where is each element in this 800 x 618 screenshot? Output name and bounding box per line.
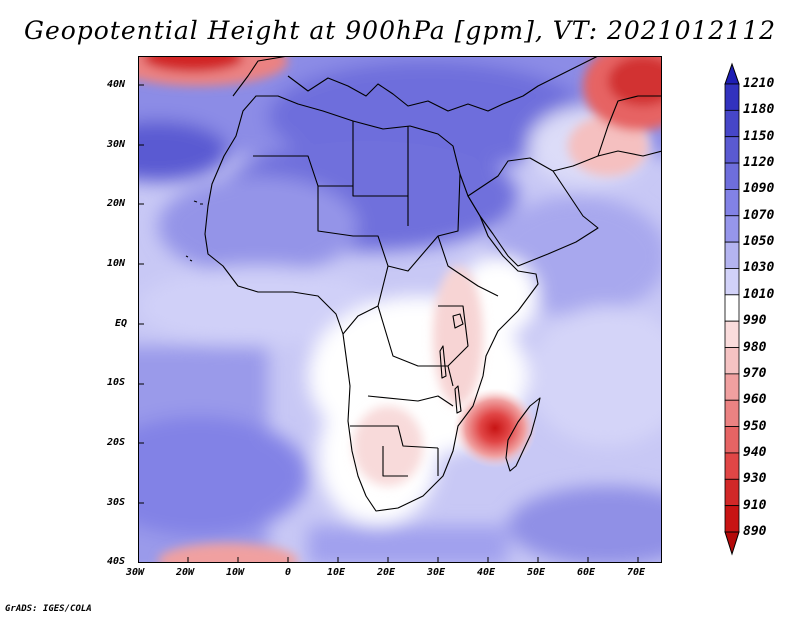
colorbar-box <box>724 399 740 427</box>
lon-label: 40E <box>477 567 496 578</box>
lon-label: 30W <box>126 567 145 578</box>
colorbar-level-label: 1180 <box>743 102 775 118</box>
colorbar-box <box>724 109 740 138</box>
map-panel[interactable] <box>138 56 662 563</box>
map-svg <box>138 56 662 563</box>
colorbar-box <box>724 294 740 322</box>
lat-label: 10S <box>107 377 126 388</box>
colorbar-box <box>724 162 740 190</box>
colorbar-level-label: 1030 <box>743 260 775 276</box>
colorbar-level-label: 1090 <box>743 181 775 197</box>
colorbar-box <box>724 136 740 164</box>
colorbar-level-label: 1050 <box>743 234 775 250</box>
colorbar-level-label: 1010 <box>743 286 775 302</box>
colorbar-level-label: 940 <box>743 444 767 460</box>
colorbar-boxes <box>724 62 740 556</box>
colorbar-level-label: 1210 <box>743 76 775 91</box>
page-title: Geopotential Height at 900hPa [gpm], VT:… <box>23 16 777 45</box>
colorbar-box <box>724 373 740 401</box>
colorbar-box <box>724 505 740 533</box>
colorbar-box <box>724 452 740 480</box>
colorbar-level-label: 1070 <box>743 207 775 223</box>
colorbar-box <box>724 426 740 454</box>
lat-label: 30N <box>107 139 126 150</box>
grads-credit: GrADS: IGES/COLA <box>5 604 92 614</box>
colorbar-box <box>724 347 740 375</box>
lat-label: 40S <box>107 556 126 567</box>
colorbar-level-label: 1150 <box>743 128 775 144</box>
coastlines <box>185 56 662 512</box>
colorbar-box <box>724 320 740 348</box>
lon-label: 70E <box>627 567 646 578</box>
colorbar-level-label: 970 <box>743 365 767 381</box>
colorbar-box <box>724 241 740 269</box>
colorbar <box>724 62 740 556</box>
colorbar-level-label: 960 <box>743 392 767 408</box>
lat-label: 10N <box>107 258 126 269</box>
lat-label: 30S <box>107 497 126 508</box>
colorbar-level-label: 980 <box>743 339 767 355</box>
colorbar-bottom-triangle <box>724 531 740 556</box>
colorbar-level-label: 930 <box>743 471 767 487</box>
lon-label: 10E <box>327 567 346 578</box>
colorbar-level-label: 890 <box>743 524 767 539</box>
lon-label: 20E <box>377 567 396 578</box>
lon-label: 0 <box>285 567 292 578</box>
lat-label: EQ <box>115 318 128 329</box>
lat-label: 20N <box>107 198 126 209</box>
colorbar-box <box>724 189 740 217</box>
map-frame <box>138 56 662 563</box>
lon-label: 20W <box>176 567 195 578</box>
colorbar-box <box>724 478 740 507</box>
lon-label: 50E <box>527 567 546 578</box>
colorbar-box <box>724 268 740 296</box>
colorbar-level-label: 950 <box>743 418 767 434</box>
lat-label: 40N <box>107 79 126 90</box>
lon-label: 10W <box>226 567 245 578</box>
colorbar-top-triangle <box>724 62 740 85</box>
colorbar-level-label: 910 <box>743 497 767 513</box>
colorbar-box <box>724 215 740 243</box>
colorbar-level-label: 990 <box>743 313 767 329</box>
lon-label: 30E <box>427 567 446 578</box>
height-field <box>138 56 662 563</box>
lat-label: 20S <box>107 437 126 448</box>
colorbar-box <box>724 83 740 111</box>
lon-label: 60E <box>577 567 596 578</box>
colorbar-level-label: 1120 <box>743 155 775 171</box>
